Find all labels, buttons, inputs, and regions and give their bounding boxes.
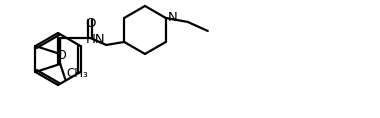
Text: O: O <box>56 49 66 62</box>
Text: N: N <box>168 11 177 24</box>
Text: O: O <box>85 17 95 30</box>
Text: HN: HN <box>86 33 105 46</box>
Text: CH₃: CH₃ <box>66 67 88 80</box>
